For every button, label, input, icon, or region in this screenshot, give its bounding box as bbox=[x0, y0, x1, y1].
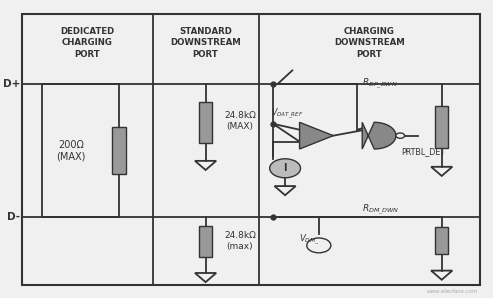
Text: STANDARD
DOWNSTREAM
PORT: STANDARD DOWNSTREAM PORT bbox=[170, 27, 241, 59]
Text: 24.8kΩ
(MAX): 24.8kΩ (MAX) bbox=[224, 111, 256, 131]
Text: www.elecfans.com: www.elecfans.com bbox=[426, 289, 478, 294]
Bar bbox=[199, 102, 212, 143]
Circle shape bbox=[307, 238, 331, 253]
Text: I: I bbox=[283, 163, 287, 173]
Text: D-: D- bbox=[7, 212, 20, 222]
Text: 24.8kΩ
(max): 24.8kΩ (max) bbox=[224, 231, 256, 251]
Bar bbox=[112, 127, 126, 174]
Text: $\mathit{R}_{DP\_DWN}$: $\mathit{R}_{DP\_DWN}$ bbox=[362, 77, 398, 91]
Text: DEDICATED
CHARGING
PORT: DEDICATED CHARGING PORT bbox=[61, 27, 115, 59]
Text: 200Ω
(MAX): 200Ω (MAX) bbox=[56, 140, 86, 161]
Text: $V_{DM\_}$: $V_{DM\_}$ bbox=[299, 232, 319, 247]
Text: $\mathit{R}_{DM\_DWN}$: $\mathit{R}_{DM\_DWN}$ bbox=[362, 203, 399, 217]
Text: CHARGING
DOWNSTREAM
PORT: CHARGING DOWNSTREAM PORT bbox=[334, 27, 405, 59]
Circle shape bbox=[396, 133, 405, 138]
Bar bbox=[199, 226, 212, 257]
Text: D+: D+ bbox=[2, 79, 20, 89]
Bar bbox=[435, 106, 449, 148]
Circle shape bbox=[270, 159, 301, 178]
Polygon shape bbox=[300, 122, 333, 149]
Text: PRTBL_DET: PRTBL_DET bbox=[402, 148, 446, 156]
Bar bbox=[435, 227, 449, 254]
Polygon shape bbox=[362, 122, 396, 149]
Text: $V_{DAT\_REF}$: $V_{DAT\_REF}$ bbox=[271, 106, 303, 121]
